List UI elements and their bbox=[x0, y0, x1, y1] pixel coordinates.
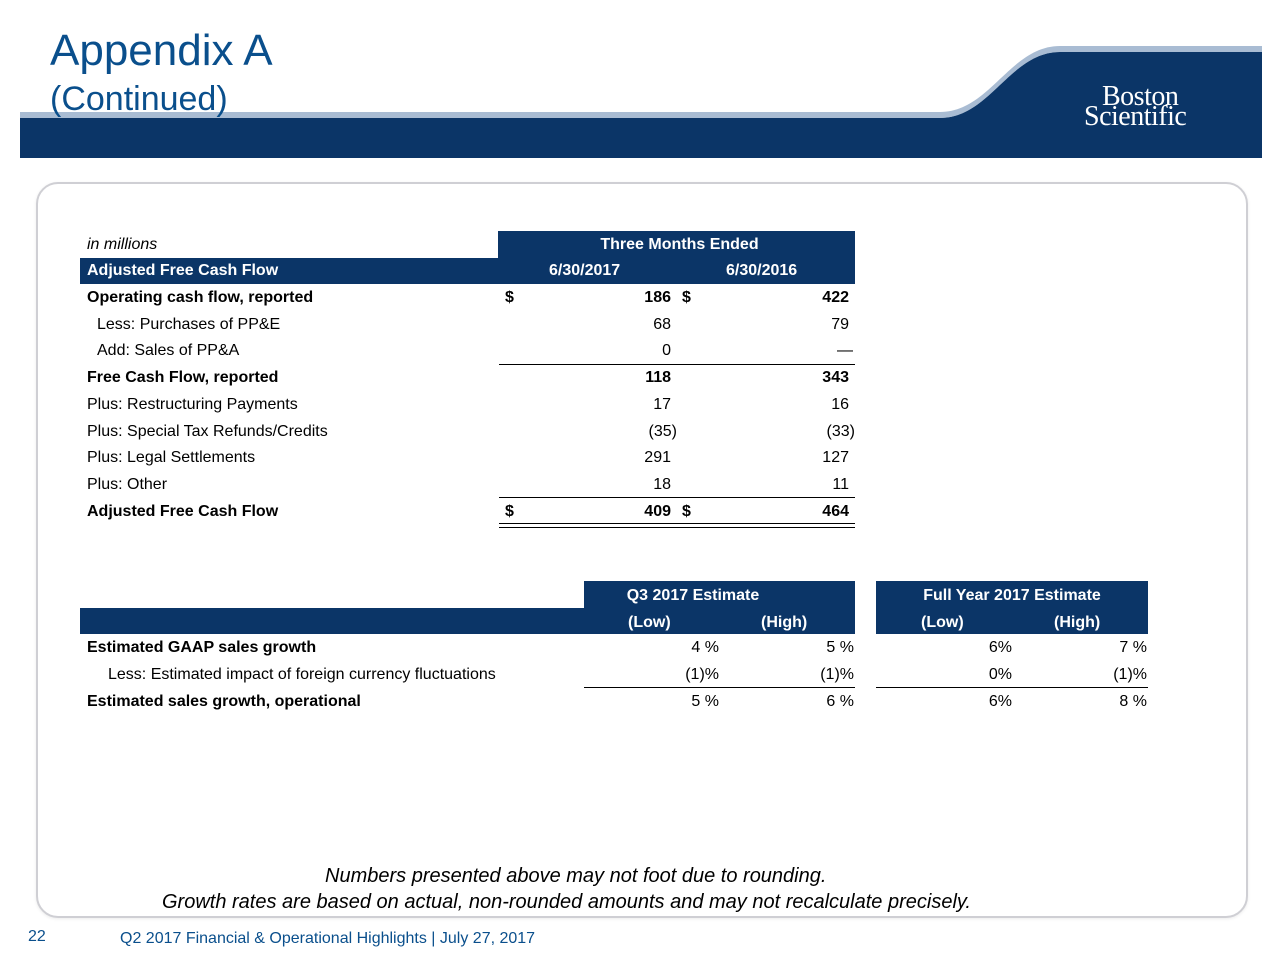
fy-high-value: 8 % bbox=[1119, 693, 1147, 710]
unit-label: in millions bbox=[87, 236, 158, 253]
q3-estimate-header: Q3 2017 Estimate bbox=[626, 587, 760, 604]
value-2016: — bbox=[837, 342, 853, 359]
logo-line-2: Scientific bbox=[1084, 101, 1187, 132]
table-row-label: Free Cash Flow, reported bbox=[87, 369, 279, 386]
fy-high-value: 7 % bbox=[1119, 639, 1147, 656]
table1-row-header: Adjusted Free Cash Flow bbox=[87, 262, 279, 279]
currency-symbol: $ bbox=[505, 503, 514, 520]
rounding-note: Numbers presented above may not foot due… bbox=[325, 865, 827, 887]
period-header: Three Months Ended bbox=[600, 236, 759, 253]
value-2016: 16 bbox=[831, 396, 849, 413]
q3-low-value: 5 % bbox=[691, 693, 719, 710]
q3-low-value: 4 % bbox=[691, 639, 719, 656]
column-header-2017: 6/30/2017 bbox=[549, 262, 621, 279]
fy-header-bar bbox=[876, 581, 1148, 634]
q3-low-header: (Low) bbox=[628, 614, 671, 631]
full-year-estimate-header: Full Year 2017 Estimate bbox=[923, 587, 1101, 604]
q3-high-header: (High) bbox=[761, 614, 808, 631]
value-2016: 79 bbox=[831, 316, 849, 333]
table-row-label: Less: Purchases of PP&E bbox=[97, 316, 281, 333]
value-2016: 127 bbox=[822, 449, 849, 466]
q3-high-value: 6 % bbox=[826, 693, 854, 710]
total-double-rule bbox=[499, 523, 855, 524]
table2-header-bar bbox=[80, 608, 584, 634]
fy-low-value: 6% bbox=[988, 639, 1012, 656]
table-row-label: Plus: Other bbox=[87, 476, 168, 493]
table-row-label: Add: Sales of PP&A bbox=[97, 342, 240, 359]
value-2017: 291 bbox=[644, 449, 671, 466]
fy-high-header: (High) bbox=[1054, 614, 1101, 631]
period-header-bar bbox=[498, 231, 855, 258]
value-2016: (33) bbox=[826, 423, 855, 440]
value-2017: 17 bbox=[653, 396, 671, 413]
value-2016: 11 bbox=[832, 476, 849, 493]
value-2016: 464 bbox=[822, 503, 849, 520]
value-2017: 0 bbox=[662, 342, 671, 359]
q3-high-value: 5 % bbox=[826, 639, 854, 656]
q3-high-value: (1)% bbox=[820, 666, 854, 683]
page-title: Appendix A bbox=[50, 26, 273, 75]
value-2016: 422 bbox=[822, 289, 849, 306]
currency-symbol: $ bbox=[682, 503, 691, 520]
table1-header-bar bbox=[80, 258, 855, 284]
subtotal-rule bbox=[876, 687, 1148, 688]
value-2017: 409 bbox=[644, 503, 671, 520]
content-panel bbox=[36, 182, 1248, 918]
value-2017: 118 bbox=[645, 369, 671, 386]
table-row-label: Adjusted Free Cash Flow bbox=[87, 503, 279, 520]
currency-symbol: $ bbox=[682, 289, 691, 306]
value-2017: (35) bbox=[648, 423, 677, 440]
table-row-label: Estimated sales growth, operational bbox=[87, 693, 361, 710]
q3-low-value: (1)% bbox=[685, 666, 719, 683]
page-number: 22 bbox=[28, 928, 46, 945]
value-2016: 343 bbox=[822, 369, 849, 386]
value-2017: 18 bbox=[653, 476, 671, 493]
logo-line-1: Boston bbox=[1102, 81, 1179, 112]
fy-low-header: (Low) bbox=[921, 614, 964, 631]
value-2017: 68 bbox=[653, 316, 671, 333]
fy-high-value: (1)% bbox=[1113, 666, 1147, 683]
growth-rate-note: Growth rates are based on actual, non-ro… bbox=[162, 891, 971, 913]
table-row-label: Operating cash flow, reported bbox=[87, 289, 314, 306]
boston-scientific-logo: Boston Scientific bbox=[1082, 81, 1212, 132]
fy-low-value: 0% bbox=[988, 666, 1012, 683]
subtotal-rule bbox=[499, 497, 855, 498]
subtotal-rule bbox=[584, 687, 855, 688]
value-2017: 186 bbox=[644, 289, 671, 306]
currency-symbol: $ bbox=[505, 289, 514, 306]
header-banner bbox=[20, 46, 1262, 158]
column-header-2016: 6/30/2016 bbox=[726, 262, 798, 279]
table-row-label: Plus: Legal Settlements bbox=[87, 449, 256, 466]
page-subtitle: (Continued) bbox=[50, 80, 228, 118]
total-double-rule bbox=[499, 527, 855, 528]
table-row-label: Plus: Restructuring Payments bbox=[87, 396, 298, 413]
table-row-label: Estimated GAAP sales growth bbox=[87, 639, 317, 656]
fy-low-value: 6% bbox=[988, 693, 1012, 710]
subtotal-rule bbox=[499, 364, 855, 365]
q3-header-bar bbox=[584, 581, 855, 634]
table-row-label: Less: Estimated impact of foreign curren… bbox=[108, 666, 496, 683]
footer-text: Q2 2017 Financial & Operational Highligh… bbox=[120, 930, 536, 947]
table-row-label: Plus: Special Tax Refunds/Credits bbox=[87, 423, 328, 440]
